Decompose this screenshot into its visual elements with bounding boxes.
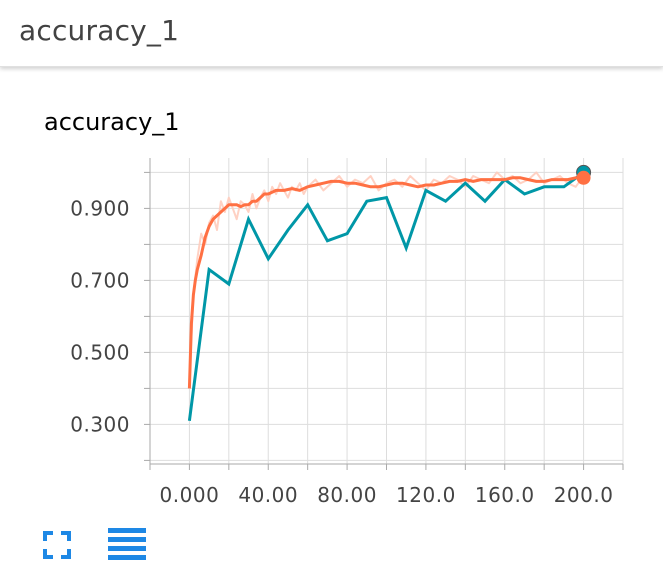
fullscreen-icon [43, 531, 71, 559]
x-tick-label: 120.0 [396, 483, 456, 507]
data-table-button[interactable] [108, 527, 146, 561]
x-tick-label: 200.0 [554, 483, 614, 507]
series-line-comparison [187, 171, 585, 421]
x-tick-label: 40.00 [238, 483, 298, 507]
x-tick-label: 160.0 [475, 483, 535, 507]
x-tick-label: 0.000 [160, 483, 220, 507]
fullscreen-button[interactable] [43, 531, 71, 559]
chart-title: accuracy_1 [44, 108, 180, 136]
y-tick-label: 0.500 [70, 340, 130, 364]
chart-tick-labels: 0.000 40.00 80.00 120.0 160.0 200.0 0.300 0.500… [70, 196, 613, 507]
chart-grid [149, 158, 624, 464]
data-table-icon [108, 528, 146, 560]
x-tick-label: 80.00 [317, 483, 377, 507]
y-tick-label: 0.700 [70, 268, 130, 292]
y-tick-label: 0.900 [70, 196, 130, 220]
chart-series [187, 164, 592, 421]
series-line-smoothed [187, 176, 584, 389]
series-endpoint-smoothed [576, 170, 591, 185]
page-header: accuracy_1 [0, 0, 663, 67]
y-tick-label: 0.300 [70, 412, 130, 436]
series-line-raw [188, 171, 585, 382]
chart-axes [144, 158, 624, 470]
page-title: accuracy_1 [19, 14, 180, 47]
